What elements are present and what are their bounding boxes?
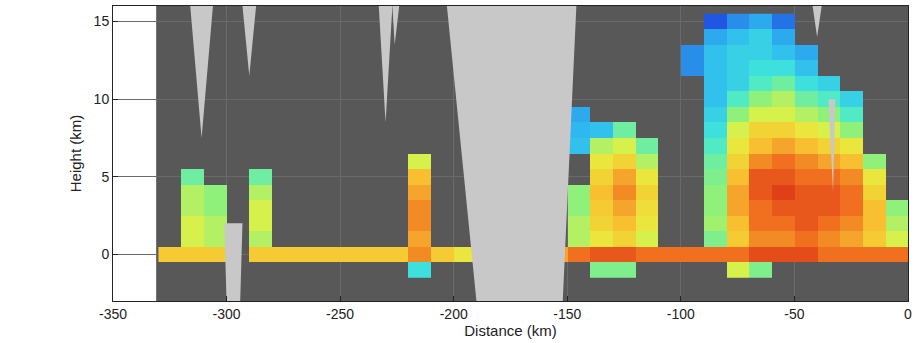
svg-text:15: 15 <box>94 13 110 29</box>
svg-text:-350: -350 <box>99 306 127 322</box>
svg-text:0: 0 <box>904 306 912 322</box>
svg-text:-50: -50 <box>784 306 804 322</box>
svg-text:Distance (km): Distance (km) <box>464 322 557 339</box>
svg-text:5: 5 <box>101 169 109 185</box>
svg-text:-300: -300 <box>213 306 241 322</box>
svg-text:-100: -100 <box>667 306 695 322</box>
svg-text:-150: -150 <box>553 306 581 322</box>
svg-text:Height (km): Height (km) <box>67 115 84 193</box>
svg-text:-200: -200 <box>440 306 468 322</box>
svg-text:-250: -250 <box>326 306 354 322</box>
svg-text:0: 0 <box>101 246 109 262</box>
svg-text:10: 10 <box>94 91 110 107</box>
